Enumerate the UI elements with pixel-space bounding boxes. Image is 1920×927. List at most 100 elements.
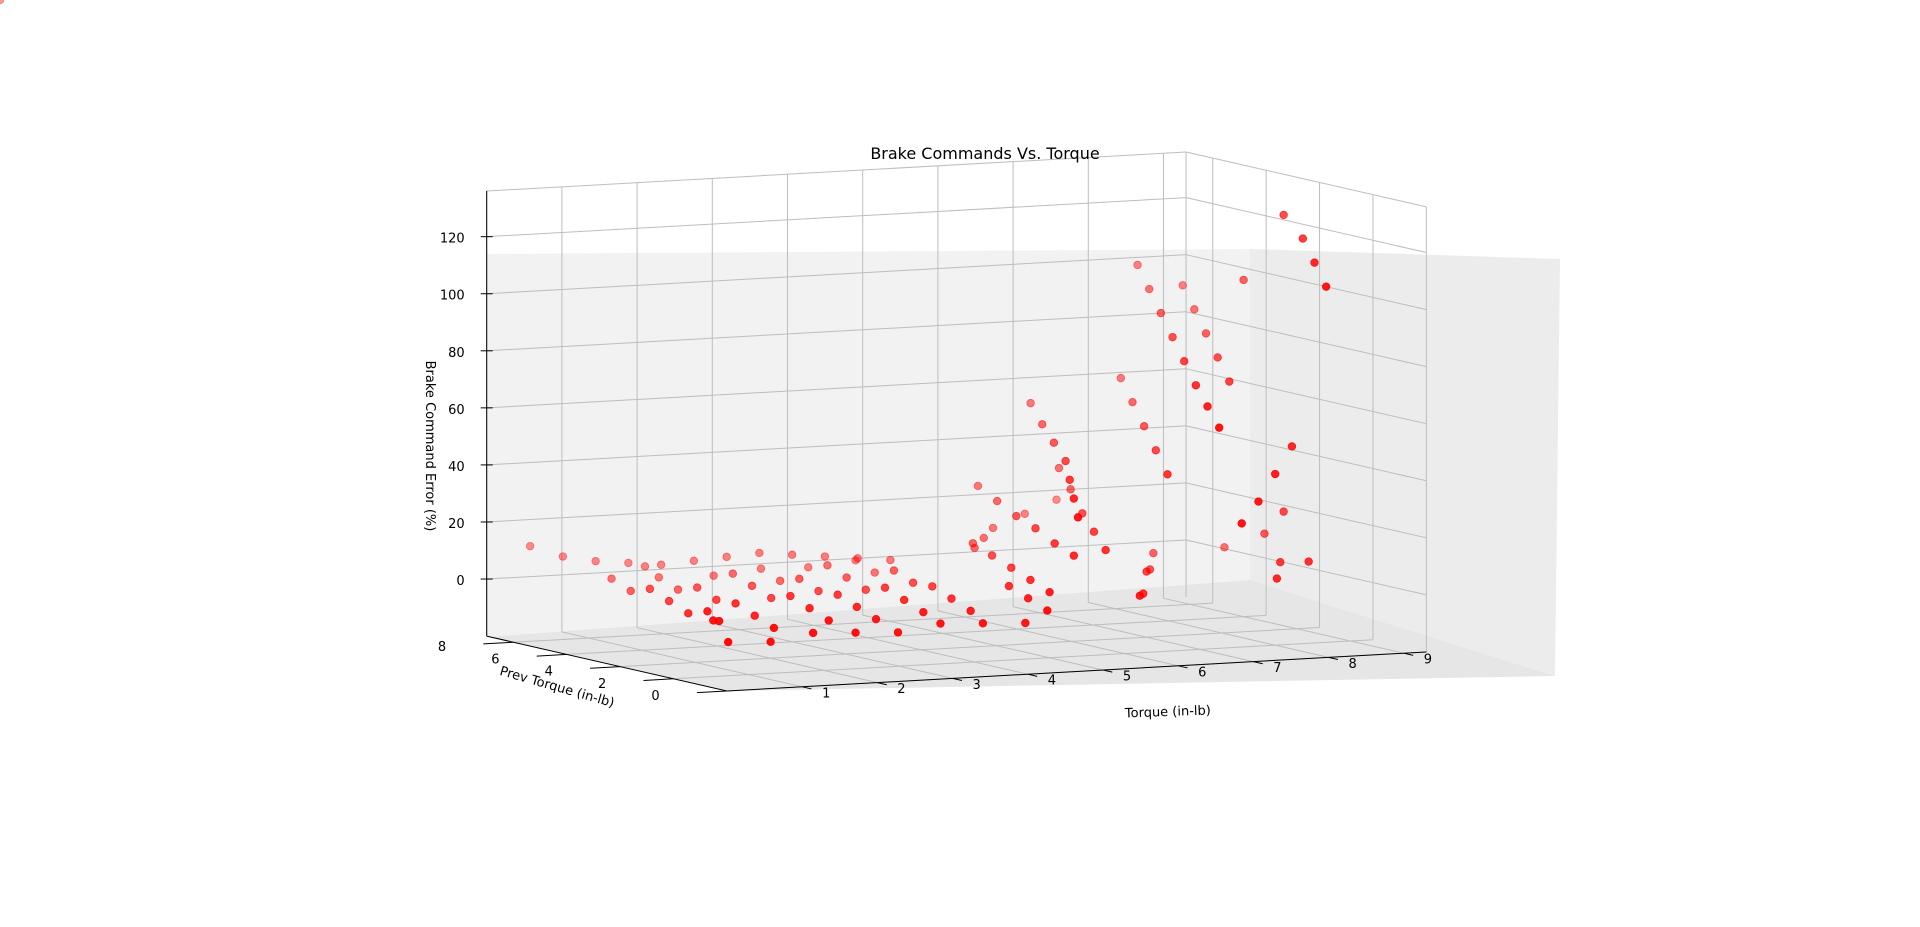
scatter-point xyxy=(1101,545,1110,555)
scatter-point xyxy=(766,637,775,646)
x-grid-line xyxy=(636,627,878,684)
scatter-point xyxy=(870,568,879,577)
data-points xyxy=(0,0,1331,647)
scatter-point xyxy=(755,548,764,558)
scatter-point xyxy=(787,550,797,559)
scatter-point xyxy=(607,574,616,583)
scatter-point xyxy=(992,496,1002,506)
z-tick-label: 120 xyxy=(440,232,465,247)
axes xyxy=(480,191,1427,694)
z-grid-line xyxy=(486,539,1187,580)
y-tick-mark xyxy=(696,690,728,694)
z-grid-line xyxy=(1185,425,1427,482)
y-grid-line xyxy=(566,614,1267,655)
scatter-point xyxy=(853,554,862,563)
scatter-point xyxy=(712,595,721,604)
scatter-point xyxy=(880,583,890,592)
pane-edge xyxy=(1185,151,1427,208)
x-grid-line xyxy=(1012,606,1254,663)
scatter-point xyxy=(728,569,738,578)
scatter-point xyxy=(820,552,830,561)
scatter-point xyxy=(1151,446,1161,455)
scatter-point xyxy=(1139,422,1149,431)
scatter-point xyxy=(1050,539,1059,548)
scatter-point xyxy=(899,595,909,605)
scatter-point xyxy=(805,604,814,613)
x-grid-line xyxy=(787,618,1028,675)
scatter-point xyxy=(693,583,702,592)
scatter-point xyxy=(645,584,655,594)
z-grid-line xyxy=(1185,197,1427,254)
scatter-point xyxy=(654,573,664,582)
scatter-point xyxy=(1021,618,1030,628)
scatter-point xyxy=(928,582,937,591)
scatter-point xyxy=(626,586,635,596)
z-grid-line xyxy=(1185,368,1427,425)
scatter-point xyxy=(1026,398,1035,408)
scatter-point xyxy=(1191,381,1201,390)
z-grid-line xyxy=(1185,254,1427,311)
z-grid-line xyxy=(486,311,1187,352)
scatter-point xyxy=(767,593,776,603)
scatter-point xyxy=(709,571,718,580)
scatter-point xyxy=(689,556,699,565)
scatter-point xyxy=(714,616,724,626)
y-tick-label: 2 xyxy=(598,677,606,692)
scatter-point xyxy=(1066,485,1075,494)
x-tick-label: 8 xyxy=(1348,657,1356,672)
scatter-point xyxy=(1279,210,1288,220)
scatter-point xyxy=(908,578,918,587)
scatter-point xyxy=(947,594,956,603)
scatter-point xyxy=(978,619,988,628)
x-grid-line xyxy=(712,623,953,679)
scatter-point xyxy=(1213,353,1222,362)
x-tick-label: 1 xyxy=(822,686,830,701)
scatter-point xyxy=(1298,234,1308,243)
scatter-point xyxy=(1287,442,1297,451)
scatter-point xyxy=(684,609,693,618)
y-tick-mark xyxy=(483,641,514,645)
scatter-point xyxy=(1156,308,1166,318)
scatter-point xyxy=(775,576,785,586)
scatter-point xyxy=(1004,581,1014,591)
scatter-point xyxy=(852,602,862,612)
x-grid-line xyxy=(561,631,803,688)
scatter-point xyxy=(886,555,895,565)
scatter-point xyxy=(769,623,779,633)
scatter-point xyxy=(1026,575,1035,585)
z-tick-label: 80 xyxy=(448,346,465,361)
scatter-point xyxy=(988,523,998,533)
x-grid-line xyxy=(862,614,1104,671)
scatter-point xyxy=(1214,423,1224,432)
y-tick-mark xyxy=(590,666,621,669)
right-wall-pane xyxy=(1250,249,1560,676)
scatter-point xyxy=(851,628,860,637)
scatter-point xyxy=(1179,357,1189,366)
y-tick-label: 4 xyxy=(545,665,553,680)
grid-lines xyxy=(486,151,1427,692)
scatter-point xyxy=(833,590,842,599)
scatter-point xyxy=(703,607,712,616)
y-tick-label: 6 xyxy=(491,652,499,667)
scatter-point xyxy=(1089,527,1099,536)
scatter-point xyxy=(842,573,851,582)
scatter-point xyxy=(1065,475,1074,485)
chart-title: Brake Commands Vs. Torque xyxy=(870,144,1099,163)
x-tick-label: 3 xyxy=(972,678,980,693)
scatter-point xyxy=(861,585,870,594)
y-grid-line xyxy=(620,627,1320,668)
scatter-point xyxy=(1145,284,1154,294)
x-axis-line xyxy=(726,651,1427,692)
scatter-point xyxy=(1069,494,1079,503)
scatter-point xyxy=(1304,557,1313,566)
scatter-point xyxy=(1043,606,1052,615)
y-tick-mark xyxy=(643,678,674,681)
scatter-point xyxy=(1237,519,1246,528)
scatter-point xyxy=(1049,438,1059,447)
scatter-point xyxy=(747,581,757,591)
scatter-point xyxy=(814,586,823,596)
x-grid-line xyxy=(1088,602,1329,658)
back-wall-pane xyxy=(487,249,1250,637)
scatter-point xyxy=(1178,281,1187,290)
scatter-point xyxy=(1272,574,1282,583)
